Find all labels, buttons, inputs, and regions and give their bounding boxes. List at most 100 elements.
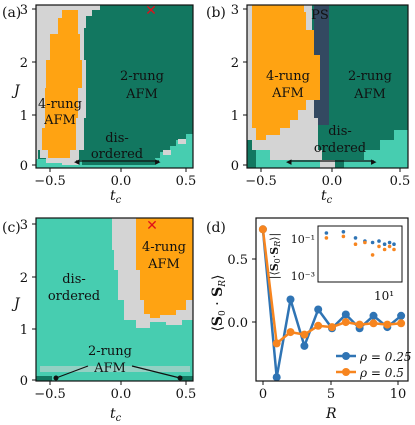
series-0-point-6: [341, 310, 350, 319]
panel-d-xticks: 0 5 10: [259, 381, 406, 402]
panel-d-inset: |⟨S0·SR⟩| 10⁻¹ 10⁻³ 10¹: [268, 225, 403, 303]
series-1-point-5: [328, 323, 336, 332]
inset-series-0-point-8: [382, 242, 387, 246]
panel-b-region-afm4: [252, 5, 320, 140]
series-1-point-8: [369, 319, 378, 328]
panel-a-label-afm4-l1: 4-rung: [38, 97, 82, 112]
legend-label-025: ρ = 0.25: [359, 350, 411, 364]
panel-b-label-afm2-l2: AFM: [353, 87, 386, 102]
panel-b: PS 4-rung AFM 2-rung AFM dis- ordered ◂ …: [206, 3, 410, 206]
panel-a-frame: [35, 4, 194, 169]
series-0-point-10: [397, 311, 406, 320]
inset-series-1-point-3: [341, 234, 346, 239]
panel-c-ytick-2: 2: [20, 271, 28, 286]
panel-b-frame: [246, 4, 409, 169]
panel-a-label-afm4-l2: AFM: [43, 113, 76, 128]
panel-b-region-disordered: [256, 130, 408, 168]
panel-a: ✕ 4-rung AFM 2-rung AFM dis- ordered ◂ ▸…: [2, 3, 196, 206]
panel-c-xticks: −0.5 0.0 0.5: [34, 381, 196, 402]
panel-a-letter: (a): [2, 5, 21, 21]
inset-series-1-point-6: [370, 253, 375, 257]
panel-a-ytick-0: 0: [20, 159, 28, 174]
series-1-point-2: [286, 328, 295, 337]
panel-a-xlabel: tc: [110, 188, 122, 206]
panel-b-yticks: 0 1 2 3: [231, 3, 247, 174]
panel-b-ytick-1: 1: [231, 109, 239, 124]
panel-a-ytick-1: 1: [20, 109, 28, 124]
panel-d-yticks: 0.0 0.5: [227, 253, 256, 331]
panel-d-xtick-3: 10: [390, 387, 407, 402]
inset-series-1-point-7: [377, 244, 381, 249]
panel-c-xtick-2: 0.0: [111, 387, 132, 402]
panel-a-label-dis-l2: ordered: [91, 147, 143, 162]
panel-c-label-afm4-l2: AFM: [147, 257, 180, 272]
panel-b-arrow-right: ▸: [371, 155, 377, 168]
panel-a-label-dis-l1: dis-: [105, 131, 129, 146]
panel-a-ytick-3: 3: [20, 3, 28, 18]
panel-d-plot-area: [258, 225, 406, 382]
panel-c-pointer-right: [131, 365, 181, 379]
panel-b-ytick-3: 3: [231, 3, 239, 18]
panel-d-inset-ytick-1: 10⁻¹: [291, 233, 315, 246]
series-1-point-0: [258, 225, 267, 234]
series-1-point-3: [300, 330, 309, 339]
panel-b-ytick-0: 0: [231, 159, 239, 174]
panel-b-label-afm4-l1: 4-rung: [266, 69, 310, 84]
panel-b-label-dis-l2: ordered: [314, 141, 366, 156]
panel-a-region-afm4: [42, 10, 82, 158]
panel-c-marker: ✕: [146, 218, 158, 234]
series-0-point-4: [314, 305, 323, 314]
panel-c-label-dis-l2: ordered: [48, 289, 100, 304]
panel-c-ylabel: J: [11, 296, 21, 312]
panel-c-ytick-1: 1: [20, 323, 28, 338]
series-1-point-9: [383, 320, 392, 329]
panel-d-ytick-0: 0.0: [227, 316, 248, 331]
panel-b-xtick-1: −0.5: [245, 174, 277, 189]
panel-b-label-afm2-l1: 2-rung: [348, 69, 392, 84]
panel-b-label-dis-l1: dis-: [328, 124, 352, 139]
panel-c-frame: [35, 217, 194, 382]
inset-series-0-point-9: [387, 240, 392, 245]
panel-c-letter: (c): [2, 220, 21, 236]
panel-b-xtick-2: 0.0: [322, 174, 343, 189]
inset-series-1-point-2: [324, 236, 329, 240]
panel-d-inset-ytick-2: 10⁻³: [291, 270, 315, 283]
panel-b-ytick-2: 2: [231, 56, 239, 71]
panel-a-region-disordered: [36, 134, 193, 168]
panel-d-ytick-1: 0.5: [227, 253, 248, 268]
panel-d-inset-ylabel: |⟨S0·SR⟩|: [268, 233, 282, 280]
panel-a-marker: ✕: [145, 3, 157, 19]
series-1-point-6: [341, 318, 350, 327]
panel-a-arrow-right: ▸: [155, 155, 161, 168]
series-0-point-8: [369, 311, 378, 320]
inset-series-1-point-5: [363, 240, 367, 245]
panel-c-pointer-left-dot: [53, 375, 59, 381]
panel-a-unknown-bit: [163, 150, 171, 155]
series-1-point-4: [314, 321, 323, 330]
panel-d-xtick-2: 5: [327, 387, 335, 402]
panel-c-unknown-strip: [40, 366, 190, 372]
panel-d-xtick-1: 0: [259, 387, 267, 402]
panel-d-inset-xtick: 10¹: [374, 289, 394, 303]
panel-c-xtick-3: 0.5: [176, 387, 197, 402]
panel-d-xlabel: R: [325, 406, 337, 422]
panel-d-frame: [255, 217, 409, 382]
panel-a-label-afm2-l2: AFM: [125, 87, 158, 102]
inset-series-0-point-10: [392, 242, 396, 246]
panel-a-xtick-1: −0.5: [34, 174, 66, 189]
series-0-point-3: [300, 341, 309, 350]
panel-a-label-afm2-l1: 2-rung: [120, 69, 164, 84]
panel-c-label-dis-l1: dis-: [62, 272, 86, 287]
inset-series-0-point-4: [353, 236, 358, 240]
inset-series-0-point-2: [324, 231, 329, 235]
inset-series-0-point-7: [377, 239, 381, 243]
panel-b-xlabel: tc: [321, 188, 333, 206]
panel-d-ylabel: ⟨S0 · SR⟩: [210, 274, 228, 331]
panel-a-unknown-bit-2: [178, 139, 186, 144]
panel-d-inset-plot: [324, 230, 396, 257]
panel-c-pointer-left: [55, 365, 89, 379]
panel-b-arrow-left: ◂: [286, 155, 292, 168]
inset-series-1-point-4: [353, 242, 358, 246]
inset-series-1-point-9: [387, 244, 392, 249]
panel-c-pointer-right-dot: [177, 375, 183, 381]
